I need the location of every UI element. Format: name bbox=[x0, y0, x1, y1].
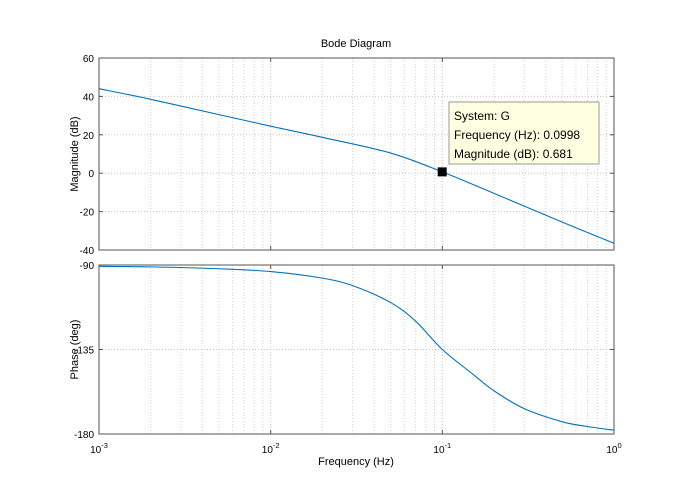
datatip-line: Magnitude (dB): 0.681 bbox=[454, 147, 573, 161]
datatip-line: System: G bbox=[454, 109, 510, 123]
magnitude-y-tick-label: 20 bbox=[83, 131, 95, 142]
phase-y-tick-label: -180 bbox=[74, 430, 94, 441]
x-tick-label: 10-1 bbox=[433, 441, 451, 456]
x-tick-label: 10-3 bbox=[90, 441, 108, 456]
magnitude-y-tick-label: -20 bbox=[80, 208, 95, 219]
x-axis-label: Frequency (Hz) bbox=[318, 456, 394, 468]
magnitude-y-tick-label: 0 bbox=[88, 169, 94, 180]
datatip[interactable]: System: G Frequency (Hz): 0.0998 Magnitude… bbox=[437, 101, 600, 177]
magnitude-y-axis-label: Magnitude (dB) bbox=[69, 116, 81, 191]
phase-panel: -90 -135 -180 Phase (deg) 10-3 10-2 10-1 100 bbox=[69, 261, 622, 456]
phase-y-axis-label: Phase (deg) bbox=[69, 320, 81, 380]
magnitude-y-tick-label: -40 bbox=[80, 246, 95, 257]
magnitude-y-tick-label: 40 bbox=[83, 92, 95, 103]
magnitude-axes-box bbox=[98, 57, 615, 251]
datatip-marker bbox=[437, 167, 447, 177]
phase-y-tick-label: -90 bbox=[80, 261, 95, 272]
magnitude-series-line bbox=[98, 88, 615, 244]
datatip-box bbox=[448, 101, 600, 165]
x-tick-label: 100 bbox=[606, 441, 621, 456]
datatip-line: Frequency (Hz): 0.0998 bbox=[454, 128, 580, 142]
phase-series-line bbox=[98, 265, 615, 431]
phase-y-tick-label: -135 bbox=[74, 346, 94, 357]
x-tick-label: 10-2 bbox=[262, 441, 280, 456]
magnitude-major-grid bbox=[270, 58, 443, 250]
phase-plot-area bbox=[99, 265, 614, 434]
chart-title: Bode Diagram bbox=[321, 38, 391, 50]
magnitude-y-tick-label: 60 bbox=[83, 54, 95, 65]
